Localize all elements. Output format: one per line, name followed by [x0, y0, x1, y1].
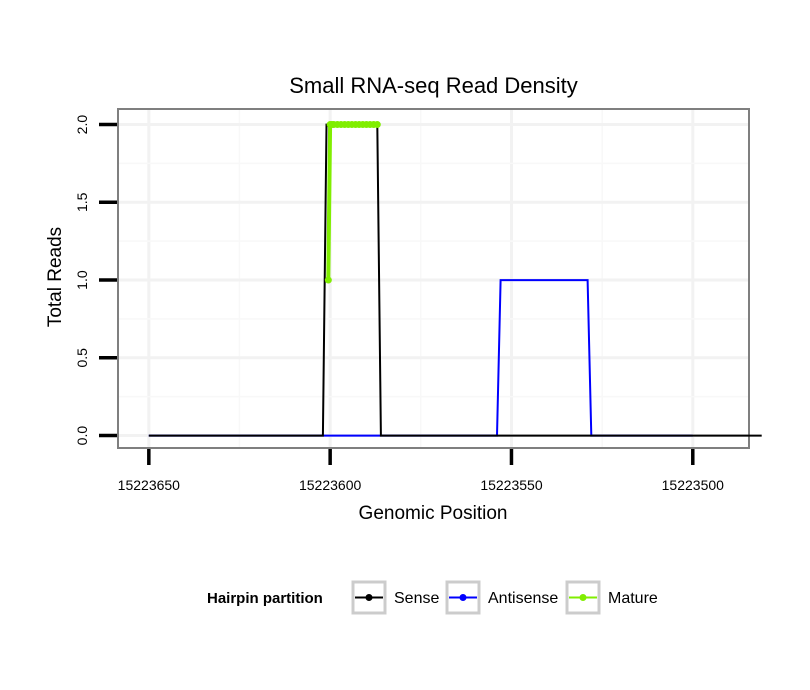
y-tick-label: 2.0 — [74, 115, 90, 135]
chart-title: Small RNA-seq Read Density — [289, 73, 578, 98]
y-tick-label: 0.0 — [74, 426, 90, 446]
mature-point — [324, 276, 332, 284]
mature-point — [373, 121, 381, 129]
x-tick-label: 15223650 — [118, 477, 181, 493]
legend-label: Antisense — [488, 590, 558, 607]
legend-key-point — [365, 594, 373, 601]
y-tick-label: 1.0 — [74, 270, 90, 290]
x-tick-label: 15223550 — [480, 477, 543, 493]
plot-panel — [117, 108, 750, 449]
legend-label: Mature — [608, 590, 658, 607]
legend-item-mature: Mature — [565, 580, 658, 615]
legend-key-point — [459, 594, 467, 601]
legend-title: Hairpin partition — [207, 590, 323, 607]
y-axis-title: Total Reads — [45, 227, 66, 327]
x-tick-label: 15223600 — [299, 477, 362, 493]
y-axis: 0.0 0.5 1.0 1.5 2.0 — [74, 115, 117, 446]
legend-item-antisense: Antisense — [445, 580, 558, 615]
y-tick-label: 0.5 — [74, 348, 90, 368]
x-axis-title: Genomic Position — [359, 503, 508, 524]
x-axis: 15223650 15223600 15223550 15223500 — [118, 449, 724, 493]
legend-key-point — [579, 594, 587, 601]
legend-item-sense: Sense — [351, 580, 439, 615]
legend: Hairpin partition Sense Antisense Mature — [207, 580, 658, 615]
grid — [119, 110, 748, 447]
y-tick-label: 1.5 — [74, 192, 90, 212]
x-tick-label: 15223500 — [662, 477, 725, 493]
series-mature — [324, 121, 381, 284]
series-layer — [148, 121, 762, 437]
legend-label: Sense — [394, 590, 439, 607]
